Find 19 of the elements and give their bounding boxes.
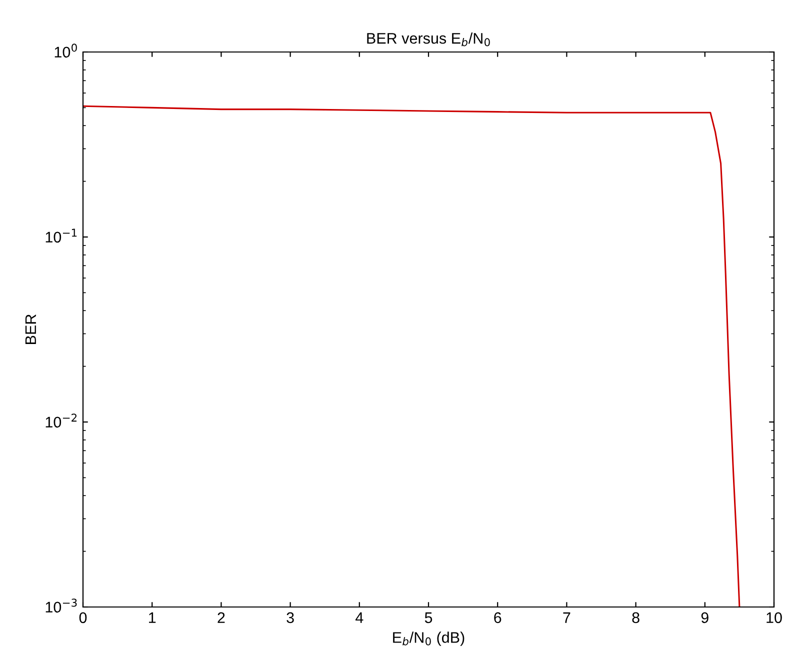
x-tick-label: 4 — [356, 612, 364, 623]
x-tick-label: 5 — [424, 612, 432, 624]
x-tick-label: 8 — [632, 612, 640, 624]
y-tick-label: 10$^{−3}$ — [46, 598, 77, 613]
line-series — [83, 105, 740, 607]
y-axis-title: BER — [25, 314, 36, 344]
x-tick-label: 10 — [766, 612, 782, 624]
x-tick-label: 1 — [149, 612, 156, 623]
x-tick-label: 0 — [79, 612, 87, 624]
y-tick-label: 10$^{−2}$ — [46, 414, 77, 428]
x-axis-title: E$_{b}$/N$_{0}$ (dB) — [393, 632, 464, 646]
x-tick-label: 9 — [701, 612, 708, 624]
x-tick-label: 2 — [218, 612, 225, 623]
x-tick-label: 3 — [286, 612, 294, 624]
x-tick-label: 7 — [563, 612, 570, 623]
chart-title: BER versus E$_{b}$/N$_{0}$ — [367, 32, 490, 46]
x-tick-label: 6 — [494, 612, 502, 624]
y-tick-label: 10$^{−1}$ — [46, 228, 77, 243]
y-tick-label: 10$^{0}$ — [54, 44, 77, 58]
